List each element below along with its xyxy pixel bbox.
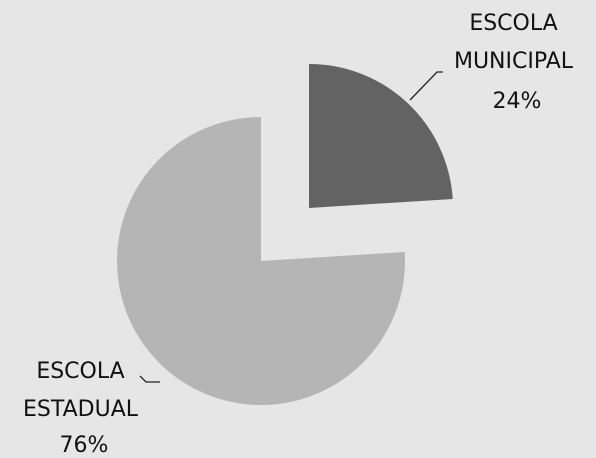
slice-estadual	[117, 117, 406, 405]
slice-label-municipal-line-1: ESCOLA	[469, 11, 557, 36]
slice-label-estadual-line-2: ESTADUAL	[23, 397, 139, 422]
slice-label-estadual-line-3: 76%	[60, 433, 109, 458]
slice-label-estadual-line-1: ESCOLA	[36, 359, 124, 384]
leader-line-municipal	[409, 71, 443, 101]
slices-layer	[117, 64, 453, 405]
slice-label-municipal-line-3: 24%	[493, 89, 542, 114]
slice-label-municipal-line-2: MUNICIPAL	[454, 49, 574, 74]
leader-line-estadual	[139, 375, 160, 383]
slice-label-municipal: ESCOLA MUNICIPAL 24%	[454, 11, 580, 114]
leader-lines-layer	[139, 71, 443, 383]
slice-municipal	[309, 64, 453, 208]
slice-label-estadual: ESCOLA ESTADUAL 76%	[23, 359, 145, 458]
